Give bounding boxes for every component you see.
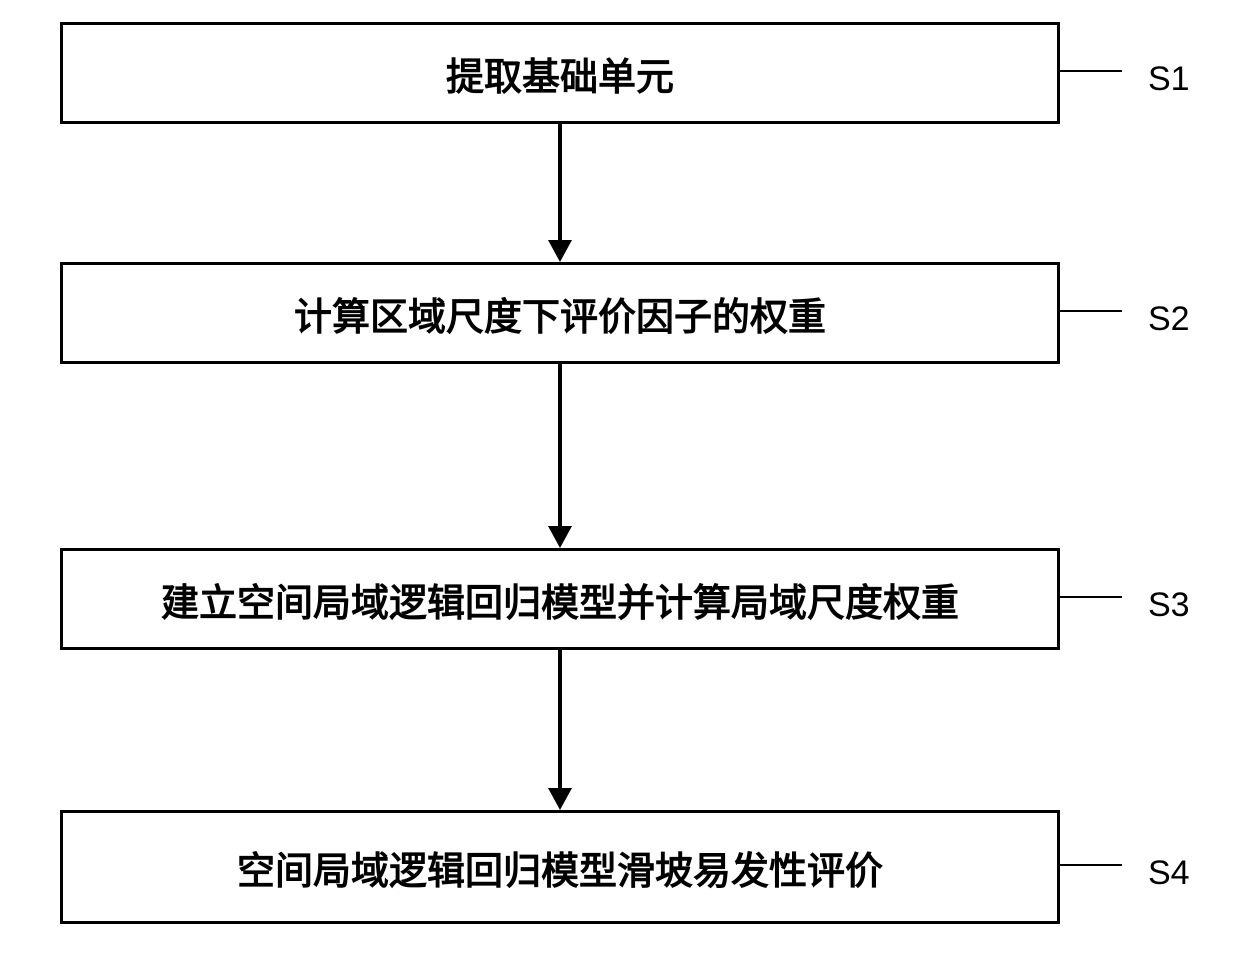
step-text-s4: 空间局域逻辑回归模型滑坡易发性评价: [237, 840, 883, 895]
flowchart-container: 提取基础单元 S1 计算区域尺度下评价因子的权重 S2 建立空间局域逻辑回归模型…: [0, 0, 1240, 956]
step-text-s3: 建立空间局域逻辑回归模型并计算局域尺度权重: [161, 572, 959, 627]
arrow-head-a1: [548, 240, 572, 262]
step-label-s1: S1: [1148, 60, 1190, 99]
tick-s3: [1060, 596, 1122, 598]
step-box-s2: 计算区域尺度下评价因子的权重: [60, 262, 1060, 364]
arrow-line-a3: [558, 650, 562, 790]
step-box-s4: 空间局域逻辑回归模型滑坡易发性评价: [60, 810, 1060, 924]
step-box-s3: 建立空间局域逻辑回归模型并计算局域尺度权重: [60, 548, 1060, 650]
arrow-line-a1: [558, 124, 562, 242]
tick-s4: [1060, 864, 1122, 866]
tick-s1: [1060, 70, 1122, 72]
step-label-s4: S4: [1148, 854, 1190, 893]
arrow-head-a3: [548, 788, 572, 810]
arrow-line-a2: [558, 364, 562, 528]
arrow-head-a2: [548, 526, 572, 548]
step-text-s1: 提取基础单元: [446, 46, 674, 101]
tick-s2: [1060, 310, 1122, 312]
step-label-s2: S2: [1148, 300, 1190, 339]
step-text-s2: 计算区域尺度下评价因子的权重: [294, 286, 826, 341]
step-label-s3: S3: [1148, 586, 1190, 625]
step-box-s1: 提取基础单元: [60, 22, 1060, 124]
